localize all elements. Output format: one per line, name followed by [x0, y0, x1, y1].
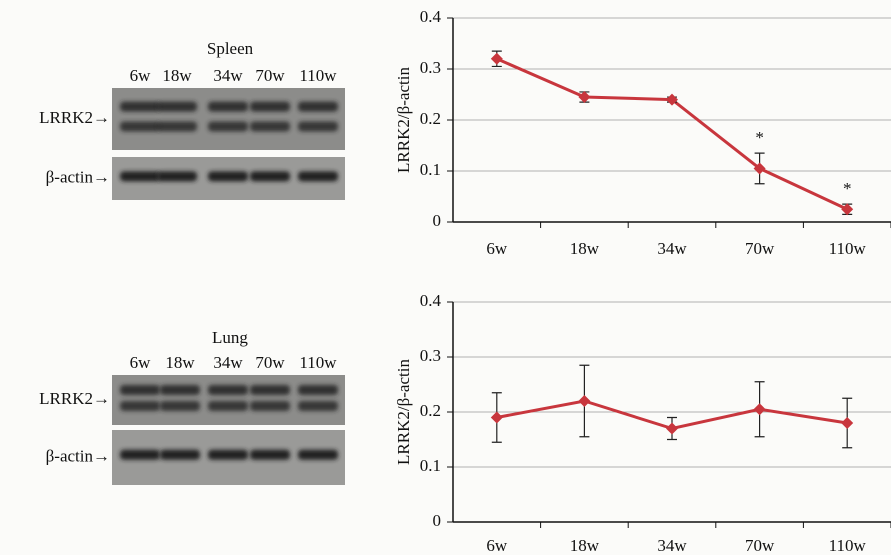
blot-band: [208, 121, 248, 131]
blot-band: [157, 171, 197, 181]
annotation: *: [755, 128, 764, 147]
y-tick-label: 0.4: [420, 7, 442, 26]
blot-row-label: β-actin→: [46, 167, 110, 186]
blot-panel: [112, 88, 345, 150]
x-tick-label: 6w: [486, 239, 508, 258]
blot-band: [208, 171, 248, 181]
lane-label: 18w: [162, 66, 192, 85]
y-tick-label: 0.4: [420, 291, 442, 310]
blot-band: [208, 385, 248, 395]
blot-band: [120, 385, 160, 395]
lane-label: 34w: [213, 353, 243, 372]
blot-row-label: β-actin→: [46, 446, 110, 465]
y-axis-label: LRRK2/β-actin: [394, 359, 413, 465]
x-tick-label: 34w: [657, 239, 687, 258]
blot-band: [250, 385, 290, 395]
y-tick-label: 0.3: [420, 346, 441, 365]
y-axis-label: LRRK2/β-actin: [394, 67, 413, 173]
blot-band: [208, 401, 248, 411]
blot-band: [120, 102, 160, 112]
y-tick-label: 0.2: [420, 109, 441, 128]
lane-label: 70w: [255, 353, 285, 372]
y-tick-label: 0: [433, 511, 442, 530]
blot-band: [208, 102, 248, 112]
x-tick-label: 110w: [829, 536, 867, 555]
blot-band: [120, 171, 160, 181]
x-tick-label: 18w: [570, 536, 600, 555]
blot-band: [120, 121, 160, 131]
blot-band: [298, 385, 338, 395]
lane-label: 110w: [299, 353, 337, 372]
y-tick-label: 0: [433, 211, 442, 230]
blot-band: [120, 401, 160, 411]
lane-label: 6w: [130, 353, 152, 372]
blot-band: [298, 171, 338, 181]
x-tick-label: 34w: [657, 536, 687, 555]
blot-band: [250, 450, 290, 460]
blot-band: [298, 401, 338, 411]
blot-band: [160, 401, 200, 411]
x-tick-label: 18w: [570, 239, 600, 258]
blot-title: Spleen: [207, 39, 254, 58]
blot-row-label: LRRK2→: [39, 108, 110, 127]
blot-band: [208, 450, 248, 460]
y-tick-label: 0.1: [420, 160, 441, 179]
x-tick-label: 6w: [486, 536, 508, 555]
blot-band: [250, 121, 290, 131]
lane-label: 110w: [299, 66, 337, 85]
blot-band: [250, 171, 290, 181]
x-tick-label: 70w: [745, 239, 775, 258]
lane-label: 18w: [165, 353, 195, 372]
annotation: *: [843, 179, 852, 198]
blot-band: [160, 385, 200, 395]
y-tick-label: 0.1: [420, 456, 441, 475]
blot-band: [157, 102, 197, 112]
blot-band: [250, 102, 290, 112]
y-tick-label: 0.2: [420, 401, 441, 420]
blot-band: [250, 401, 290, 411]
lane-label: 70w: [255, 66, 285, 85]
blot-panel: [112, 375, 345, 425]
y-tick-label: 0.3: [420, 58, 441, 77]
blot-band: [120, 450, 160, 460]
blot-band: [298, 121, 338, 131]
blot-band: [298, 450, 338, 460]
blot-band: [298, 102, 338, 112]
blot-band: [160, 450, 200, 460]
lane-label: 34w: [213, 66, 243, 85]
blot-band: [157, 121, 197, 131]
x-tick-label: 70w: [745, 536, 775, 555]
x-tick-label: 110w: [829, 239, 867, 258]
lane-label: 6w: [130, 66, 152, 85]
figure: Spleen 6w 18w 34w 70w 110w LRRK2→ β-actin→ Lung 6…: [0, 0, 891, 555]
blot-row-label: LRRK2→: [39, 389, 110, 408]
blot-title: Lung: [212, 328, 248, 347]
